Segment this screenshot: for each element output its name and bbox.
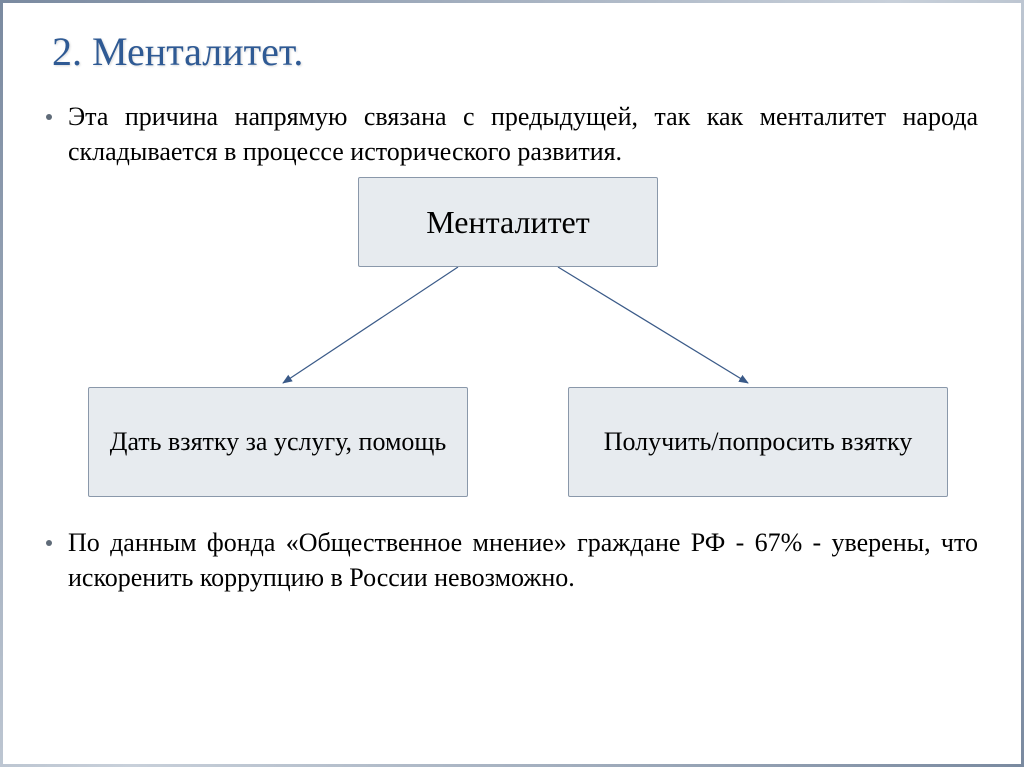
arrow-left [283,267,458,383]
slide-title: 2. Менталитет. [52,28,996,75]
diagram-box-top-label: Менталитет [426,204,589,241]
diagram-box-top: Менталитет [358,177,658,267]
diagram-box-left: Дать взятку за услугу, помощь [88,387,468,497]
bullet-dot-icon [46,540,52,546]
bullet-item-2: По данным фонда «Общественное мнение» гр… [46,525,978,595]
diagram-box-right: Получить/попросить взятку [568,387,948,497]
bullet-text-1: Эта причина напрямую связана с предыдуще… [68,99,978,169]
diagram-box-left-label: Дать взятку за услугу, помощь [110,427,447,457]
arrow-right [558,267,748,383]
diagram-box-right-label: Получить/попросить взятку [604,427,913,457]
diagram-mentalitet: Менталитет Дать взятку за услугу, помощь… [28,177,996,507]
bullet-item-1: Эта причина напрямую связана с предыдуще… [46,99,978,169]
slide-content: 2. Менталитет. Эта причина напрямую связ… [28,18,996,749]
bullet-dot-icon [46,114,52,120]
bullet-text-2: По данным фонда «Общественное мнение» гр… [68,525,978,595]
